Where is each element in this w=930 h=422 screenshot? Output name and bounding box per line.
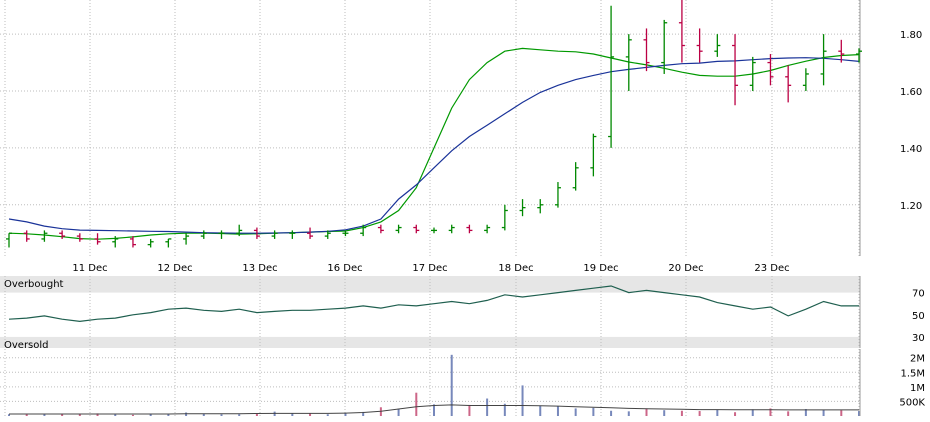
volume-bar (291, 413, 294, 416)
volume-bar (769, 408, 772, 416)
volume-bar (539, 405, 542, 416)
volume-bar (344, 413, 347, 416)
volume-bar (592, 407, 595, 416)
volume-bar (397, 408, 400, 416)
volume-bar (96, 413, 99, 416)
volume-bar (734, 412, 737, 416)
oscillator-tick-label: 50 (912, 311, 925, 322)
x-axis-date-label: 16 Dec (327, 263, 362, 274)
volume-bar (716, 409, 719, 416)
volume-bar (450, 354, 453, 416)
price-plot-area (0, 0, 860, 256)
volume-bar (114, 414, 117, 416)
price-tick-label: 1.60 (900, 87, 922, 98)
volume-bar (309, 413, 312, 416)
price-panel: 1.80 1.60 1.40 1.20 (0, 0, 922, 256)
volume-bar (131, 414, 134, 416)
x-axis-date-label: 12 Dec (157, 263, 192, 274)
x-axis-date-label: 18 Dec (498, 263, 533, 274)
volume-bar (43, 413, 46, 416)
volume-bar (185, 412, 188, 416)
volume-average-line (9, 404, 859, 415)
volume-bar (433, 404, 435, 416)
volume-bar (238, 414, 241, 416)
price-tick-label: 1.20 (900, 201, 922, 212)
x-axis-date-label: 13 Dec (242, 263, 277, 274)
volume-bar (202, 413, 205, 416)
volume-bar (61, 413, 64, 416)
volume-bar (255, 413, 258, 416)
x-axis-date-label: 17 Dec (412, 263, 447, 274)
oscillator-tick-label: 30 (912, 333, 925, 344)
volume-bar (610, 410, 613, 416)
volume-bar (486, 398, 489, 416)
volume-tick-label: 1.5M (900, 368, 925, 379)
volume-bar (556, 406, 559, 416)
volume-bar (804, 409, 807, 416)
volume-tick-label: 2M (910, 354, 925, 365)
price-tick-label: 1.40 (900, 144, 922, 155)
oscillator-line (8, 285, 859, 323)
x-axis-date-label: 11 Dec (72, 263, 107, 274)
x-axis-labels: 11 Dec 12 Dec 13 Dec 16 Dec 17 Dec 18 Dec 19 D… (72, 263, 789, 274)
volume-bar (326, 414, 329, 416)
volume-bar (680, 410, 683, 416)
volume-bar (78, 414, 81, 416)
volume-bar (521, 385, 524, 416)
oscillator-zone-band (0, 276, 860, 293)
volume-bar (468, 404, 471, 416)
volume-bar (415, 392, 418, 416)
volume-bar (858, 411, 860, 416)
volume-tick-label: 1M (910, 383, 925, 394)
volume-bar (822, 409, 825, 416)
volume-bar (645, 408, 648, 416)
oversold-label: Oversold (4, 340, 49, 351)
volume-bar (574, 408, 577, 416)
volume-bar (220, 414, 223, 416)
x-axis-date-label: 23 Dec (754, 263, 789, 274)
volume-bar (503, 403, 506, 416)
volume-bar (362, 411, 365, 416)
volume-bar (167, 414, 170, 416)
x-axis-date-label: 19 Dec (583, 263, 618, 274)
overbought-label: Overbought (4, 279, 64, 290)
volume-bar (698, 411, 701, 416)
volume-bar (840, 410, 843, 416)
volume-bar (8, 414, 10, 416)
volume-bar (25, 414, 28, 416)
oscillator-panel: Overbought Oversold 70 50 30 (0, 276, 925, 351)
volume-bar (787, 411, 790, 416)
x-axis-date-label: 20 Dec (668, 263, 703, 274)
price-tick-label: 1.80 (900, 30, 922, 41)
volume-bar (751, 409, 754, 416)
volume-tick-label: 500K (899, 397, 925, 408)
volume-bar (149, 413, 152, 416)
volume-bar (627, 411, 630, 416)
long-moving-average-line (8, 57, 860, 234)
volume-panel: 2M 1.5M 1M 500K (0, 349, 925, 416)
volume-bar (663, 410, 666, 416)
oscillator-tick-label: 70 (912, 289, 925, 300)
short-moving-average-line (8, 47, 860, 240)
